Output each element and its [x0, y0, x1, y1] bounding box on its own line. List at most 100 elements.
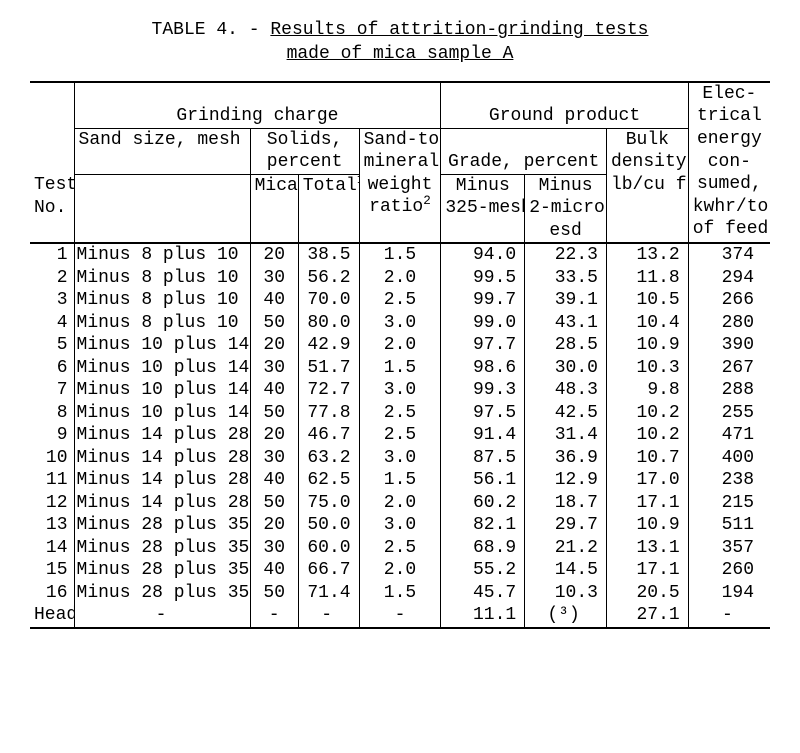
table-cell: 13.1 — [606, 537, 688, 560]
data-table: Grinding charge Ground product Elec- tri… — [30, 81, 770, 629]
table-cell: 10.4 — [606, 312, 688, 335]
table-cell: 43.1 — [525, 312, 607, 335]
table-cell: 42.9 — [298, 334, 359, 357]
table-cell: 50 — [250, 312, 298, 335]
table-cell: 215 — [688, 492, 770, 515]
table-cell: 56.1 — [441, 469, 525, 492]
table-cell: 1.5 — [359, 582, 441, 605]
hdr-energy-2: energy con- sumed, kwhr/ton of feed — [688, 128, 770, 243]
table-cell: 48.3 — [525, 379, 607, 402]
table-row: 4Minus 8 plus 105080.03.099.043.110.4280 — [30, 312, 770, 335]
table-cell: 357 — [688, 537, 770, 560]
table-cell: 99.5 — [441, 267, 525, 290]
table-cell: Head — [30, 604, 74, 628]
table-row: 13Minus 28 plus 352050.03.082.129.710.95… — [30, 514, 770, 537]
table-cell: 10.2 — [606, 424, 688, 447]
table-cell: 40 — [250, 289, 298, 312]
table-cell: 72.7 — [298, 379, 359, 402]
table-cell: 2.0 — [359, 334, 441, 357]
table-cell: 45.7 — [441, 582, 525, 605]
table-cell: Minus 14 plus 28 — [74, 492, 250, 515]
table-cell: 12.9 — [525, 469, 607, 492]
hdr-grinding-charge: Grinding charge — [74, 82, 441, 129]
table-cell: 28.5 — [525, 334, 607, 357]
table-cell: 1.5 — [359, 243, 441, 267]
table-cell: 30 — [250, 447, 298, 470]
table-cell: 11.1 — [441, 604, 525, 628]
table-cell: 97.7 — [441, 334, 525, 357]
table-cell: 30 — [250, 537, 298, 560]
table-cell: 97.5 — [441, 402, 525, 425]
table-row: 16Minus 28 plus 355071.41.545.710.320.51… — [30, 582, 770, 605]
table-cell: 266 — [688, 289, 770, 312]
table-cell: 12 — [30, 492, 74, 515]
table-cell: 50 — [250, 492, 298, 515]
table-cell: Minus 8 plus 10 — [74, 243, 250, 267]
table-cell: 3.0 — [359, 312, 441, 335]
table-cell: 40 — [250, 379, 298, 402]
table-cell: 10 — [30, 447, 74, 470]
table-row: 11Minus 14 plus 284062.51.556.112.917.02… — [30, 469, 770, 492]
table-header: Grinding charge Ground product Elec- tri… — [30, 82, 770, 244]
table-cell: 238 — [688, 469, 770, 492]
table-cell: 20 — [250, 334, 298, 357]
table-cell: 255 — [688, 402, 770, 425]
table-cell: 4 — [30, 312, 74, 335]
table-cell: - — [250, 604, 298, 628]
page: TABLE 4. - Results of attrition-grinding… — [0, 0, 800, 659]
table-cell: 3.0 — [359, 447, 441, 470]
table-cell: 22.3 — [525, 243, 607, 267]
table-cell: 87.5 — [441, 447, 525, 470]
table-cell: 15 — [30, 559, 74, 582]
table-cell: 29.7 — [525, 514, 607, 537]
table-cell: 2.0 — [359, 492, 441, 515]
table-cell: 50.0 — [298, 514, 359, 537]
table-cell: 60.2 — [441, 492, 525, 515]
table-cell: 33.5 — [525, 267, 607, 290]
table-cell: 13.2 — [606, 243, 688, 267]
table-cell: 55.2 — [441, 559, 525, 582]
hdr-energy-1: Elec- trical — [688, 82, 770, 129]
table-cell: 2.5 — [359, 289, 441, 312]
hdr-ground-product: Ground product — [441, 82, 688, 129]
table-row: 12Minus 14 plus 285075.02.060.218.717.12… — [30, 492, 770, 515]
table-cell: 10.3 — [525, 582, 607, 605]
table-cell: 17.1 — [606, 492, 688, 515]
table-row: 8Minus 10 plus 145077.82.597.542.510.225… — [30, 402, 770, 425]
table-cell: Minus 8 plus 10 — [74, 289, 250, 312]
table-cell: 400 — [688, 447, 770, 470]
table-cell: (³) — [525, 604, 607, 628]
table-cell: 20 — [250, 243, 298, 267]
table-cell: 6 — [30, 357, 74, 380]
table-cell: 3 — [30, 289, 74, 312]
table-cell: Minus 14 plus 28 — [74, 469, 250, 492]
table-cell: 60.0 — [298, 537, 359, 560]
table-cell: 36.9 — [525, 447, 607, 470]
table-cell: 62.5 — [298, 469, 359, 492]
table-row: 5Minus 10 plus 142042.92.097.728.510.939… — [30, 334, 770, 357]
table-cell: 50 — [250, 582, 298, 605]
table-cell: 390 — [688, 334, 770, 357]
table-cell: Minus 28 plus 35 — [74, 582, 250, 605]
table-cell: 2.5 — [359, 537, 441, 560]
hdr-total: Total1 — [298, 174, 359, 243]
table-cell: 10.3 — [606, 357, 688, 380]
table-cell: 94.0 — [441, 243, 525, 267]
table-row: 3Minus 8 plus 104070.02.599.739.110.5266 — [30, 289, 770, 312]
table-cell: - — [359, 604, 441, 628]
table-cell: 30 — [250, 267, 298, 290]
table-cell: 10.7 — [606, 447, 688, 470]
table-row: 1Minus 8 plus 102038.51.594.022.313.2374 — [30, 243, 770, 267]
hdr-sand-size: Sand size, mesh — [74, 128, 250, 174]
table-row: Head----11.1(³)27.1- — [30, 604, 770, 628]
table-cell: 17.0 — [606, 469, 688, 492]
table-cell: 260 — [688, 559, 770, 582]
table-cell: 99.0 — [441, 312, 525, 335]
table-row: 7Minus 10 plus 144072.73.099.348.39.8288 — [30, 379, 770, 402]
table-cell: 8 — [30, 402, 74, 425]
table-cell: 288 — [688, 379, 770, 402]
table-cell: 511 — [688, 514, 770, 537]
table-cell: 2.5 — [359, 424, 441, 447]
table-cell: 2 — [30, 267, 74, 290]
table-cell: 14 — [30, 537, 74, 560]
